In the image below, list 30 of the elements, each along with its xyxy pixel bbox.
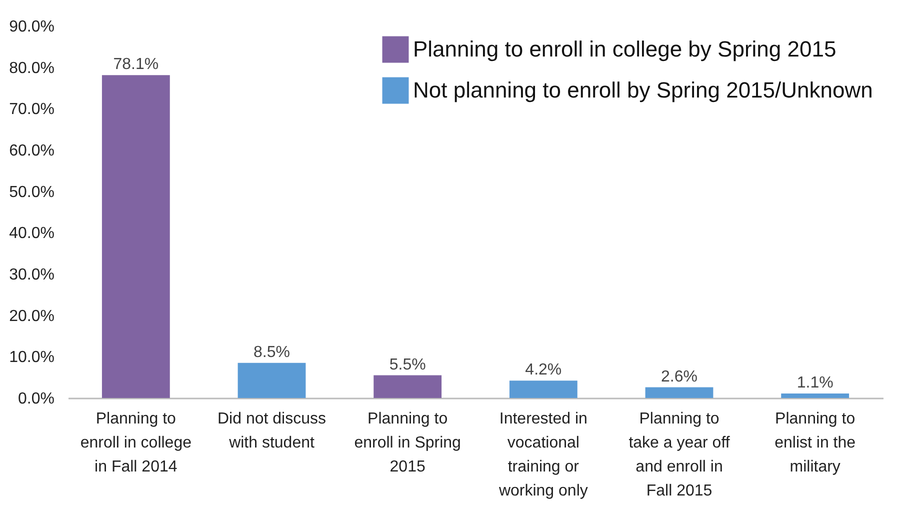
data-label: 4.2% xyxy=(525,362,562,379)
y-tick-label: 80.0% xyxy=(9,60,54,77)
x-tick-label: Interested in vocational training or working only xyxy=(498,410,588,500)
y-tick-label: 70.0% xyxy=(9,101,54,118)
y-tick-label: 40.0% xyxy=(9,225,54,242)
x-tick-label: Did not discuss with student xyxy=(218,410,326,452)
data-label: 2.6% xyxy=(661,368,698,386)
y-tick-label: 0.0% xyxy=(18,390,54,408)
y-tick-label: 20.0% xyxy=(9,308,54,325)
bar xyxy=(374,375,442,398)
legend-label: Planning to enroll in college by Spring 2015 xyxy=(413,36,836,62)
legend-label: Not planning to enroll by Spring 2015/Unknown xyxy=(413,78,873,102)
bar xyxy=(102,75,170,398)
y-tick-label: 60.0% xyxy=(9,142,54,160)
data-label: 8.5% xyxy=(254,344,290,361)
data-label: 78.1% xyxy=(113,56,159,74)
y-tick-label: 50.0% xyxy=(9,184,54,201)
y-tick-label: 30.0% xyxy=(9,266,54,284)
x-tick-label: Planning to enlist in the military xyxy=(774,410,856,476)
bar xyxy=(238,362,306,398)
data-label: 5.5% xyxy=(389,356,426,374)
x-tick-label: Planning to enroll in college in Fall 2014 xyxy=(80,410,192,476)
bar xyxy=(645,387,714,398)
bar xyxy=(781,393,850,398)
y-tick-label: 90.0% xyxy=(9,18,54,36)
x-tick-label: Planning to enroll in Spring 2015 xyxy=(354,410,461,476)
bar xyxy=(509,380,578,398)
y-tick-label: 10.0% xyxy=(9,349,54,366)
x-tick-label: Planning to take a year off and enroll in Fall 2015 xyxy=(628,410,730,500)
data-label: 1.1% xyxy=(796,374,834,392)
